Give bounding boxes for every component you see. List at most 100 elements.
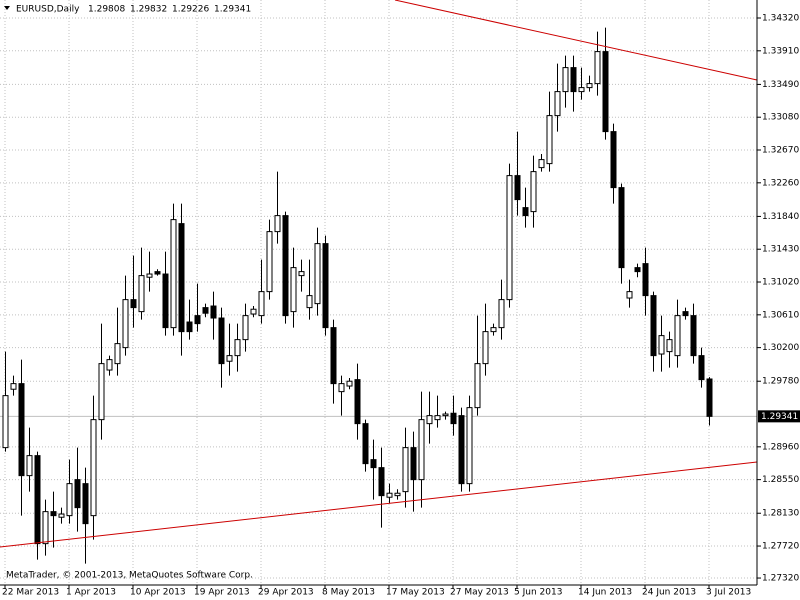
candle-body	[106, 359, 113, 371]
candle-body	[218, 317, 225, 365]
candle-body	[674, 315, 681, 357]
candles	[2, 27, 713, 564]
x-tick-label: 27 May 2013	[450, 588, 509, 598]
candle-body	[514, 175, 521, 201]
candle-body	[210, 305, 217, 319]
x-tick-label: 3 Jul 2013	[706, 588, 751, 598]
candle-body	[34, 455, 41, 545]
candle-body	[138, 275, 145, 313]
candle-body	[242, 315, 249, 341]
candle-body	[234, 339, 241, 357]
copyright: MetaTrader, © 2001-2013, MetaQuotes Soft…	[6, 571, 253, 581]
candle-body	[154, 271, 161, 275]
y-tick-label: 1.33080	[762, 113, 799, 123]
x-tick-label: 17 May 2013	[386, 588, 445, 598]
candle-body	[578, 87, 585, 93]
candle-body	[66, 483, 73, 517]
candle-body	[346, 380, 353, 387]
candle-body	[394, 492, 401, 497]
y-tick-label: 1.31430	[762, 245, 799, 255]
candle-body	[170, 219, 177, 329]
x-tick-label: 8 May 2013	[322, 588, 375, 598]
y-tick-label: 1.28960	[762, 442, 799, 452]
candle-body	[602, 51, 609, 133]
candle-body	[586, 83, 593, 89]
y-tick-label: 1.32670	[762, 146, 799, 156]
y-tick-label: 1.28130	[762, 509, 799, 519]
candle-body	[682, 311, 689, 317]
y-tick-label: 1.27720	[762, 542, 799, 552]
candle-body	[58, 513, 65, 518]
candle-body	[98, 363, 105, 421]
candle-body	[538, 159, 545, 169]
candle-body	[378, 467, 385, 497]
candle-body	[258, 291, 265, 317]
candle-body	[490, 327, 497, 333]
candle-body	[474, 363, 481, 409]
candle-body	[226, 355, 233, 362]
candle-body	[42, 511, 49, 545]
candle-body	[82, 483, 89, 525]
candle-body	[314, 243, 321, 305]
candle-body	[442, 413, 449, 417]
candle-body	[178, 223, 185, 333]
candle-body	[698, 355, 705, 381]
ohlc-open: 1.29808	[88, 5, 125, 15]
x-tick-label: 29 Apr 2013	[258, 588, 314, 598]
ohlc-close: 1.29341	[214, 5, 251, 15]
candle-body	[690, 315, 697, 357]
candle-body	[2, 395, 9, 449]
candle-body	[250, 308, 257, 315]
candle-body	[298, 271, 305, 277]
candle-body	[426, 415, 433, 425]
menu-arrow[interactable]	[4, 6, 10, 10]
candle-body	[522, 207, 529, 217]
x-tick-label: 22 Mar 2013	[2, 588, 59, 598]
x-tick-label: 1 Apr 2013	[66, 588, 116, 598]
candle-body	[458, 415, 465, 485]
trendline	[394, 0, 758, 81]
candle-body	[570, 67, 577, 93]
candle-body	[386, 492, 393, 498]
candle-body	[482, 331, 489, 365]
candle-body	[498, 299, 505, 329]
candle-body	[354, 379, 361, 425]
candle-body	[322, 243, 329, 329]
x-tick-label: 19 Apr 2013	[194, 588, 250, 598]
ohlc-low: 1.29226	[172, 5, 209, 15]
ohlc-high: 1.29832	[130, 5, 167, 15]
trendline	[0, 461, 758, 548]
y-tick-label: 1.31840	[762, 212, 799, 222]
candle-body	[130, 299, 137, 309]
candle-body	[506, 175, 513, 301]
candle-body	[450, 412, 457, 425]
candle-body	[18, 383, 25, 477]
y-tick-label: 1.30610	[762, 310, 799, 320]
candle-body	[266, 231, 273, 293]
candle-body	[50, 511, 57, 517]
price-label: 1.29341	[761, 412, 798, 422]
candle-body	[274, 215, 281, 233]
price-box	[758, 410, 800, 423]
candle-body	[74, 479, 81, 509]
candle-body	[330, 327, 337, 385]
candle-body	[162, 273, 169, 329]
candle-body	[202, 307, 209, 314]
candle-body	[666, 339, 673, 353]
y-tick-label: 1.31020	[762, 278, 799, 288]
chart-title: EURUSD,Daily	[16, 5, 80, 15]
candle-body	[530, 171, 537, 213]
candle-body	[306, 295, 313, 309]
y-tick-label: 1.32260	[762, 178, 799, 188]
y-tick-label: 1.30200	[762, 343, 799, 353]
candle-body	[434, 415, 441, 421]
candle-body	[362, 423, 369, 465]
candle-body	[626, 291, 633, 299]
y-tick-label: 1.29780	[762, 377, 799, 387]
candle-body	[290, 267, 297, 313]
x-tick-label: 5 Jun 2013	[514, 588, 562, 598]
candle-body	[122, 299, 129, 349]
candle-body	[658, 335, 665, 355]
